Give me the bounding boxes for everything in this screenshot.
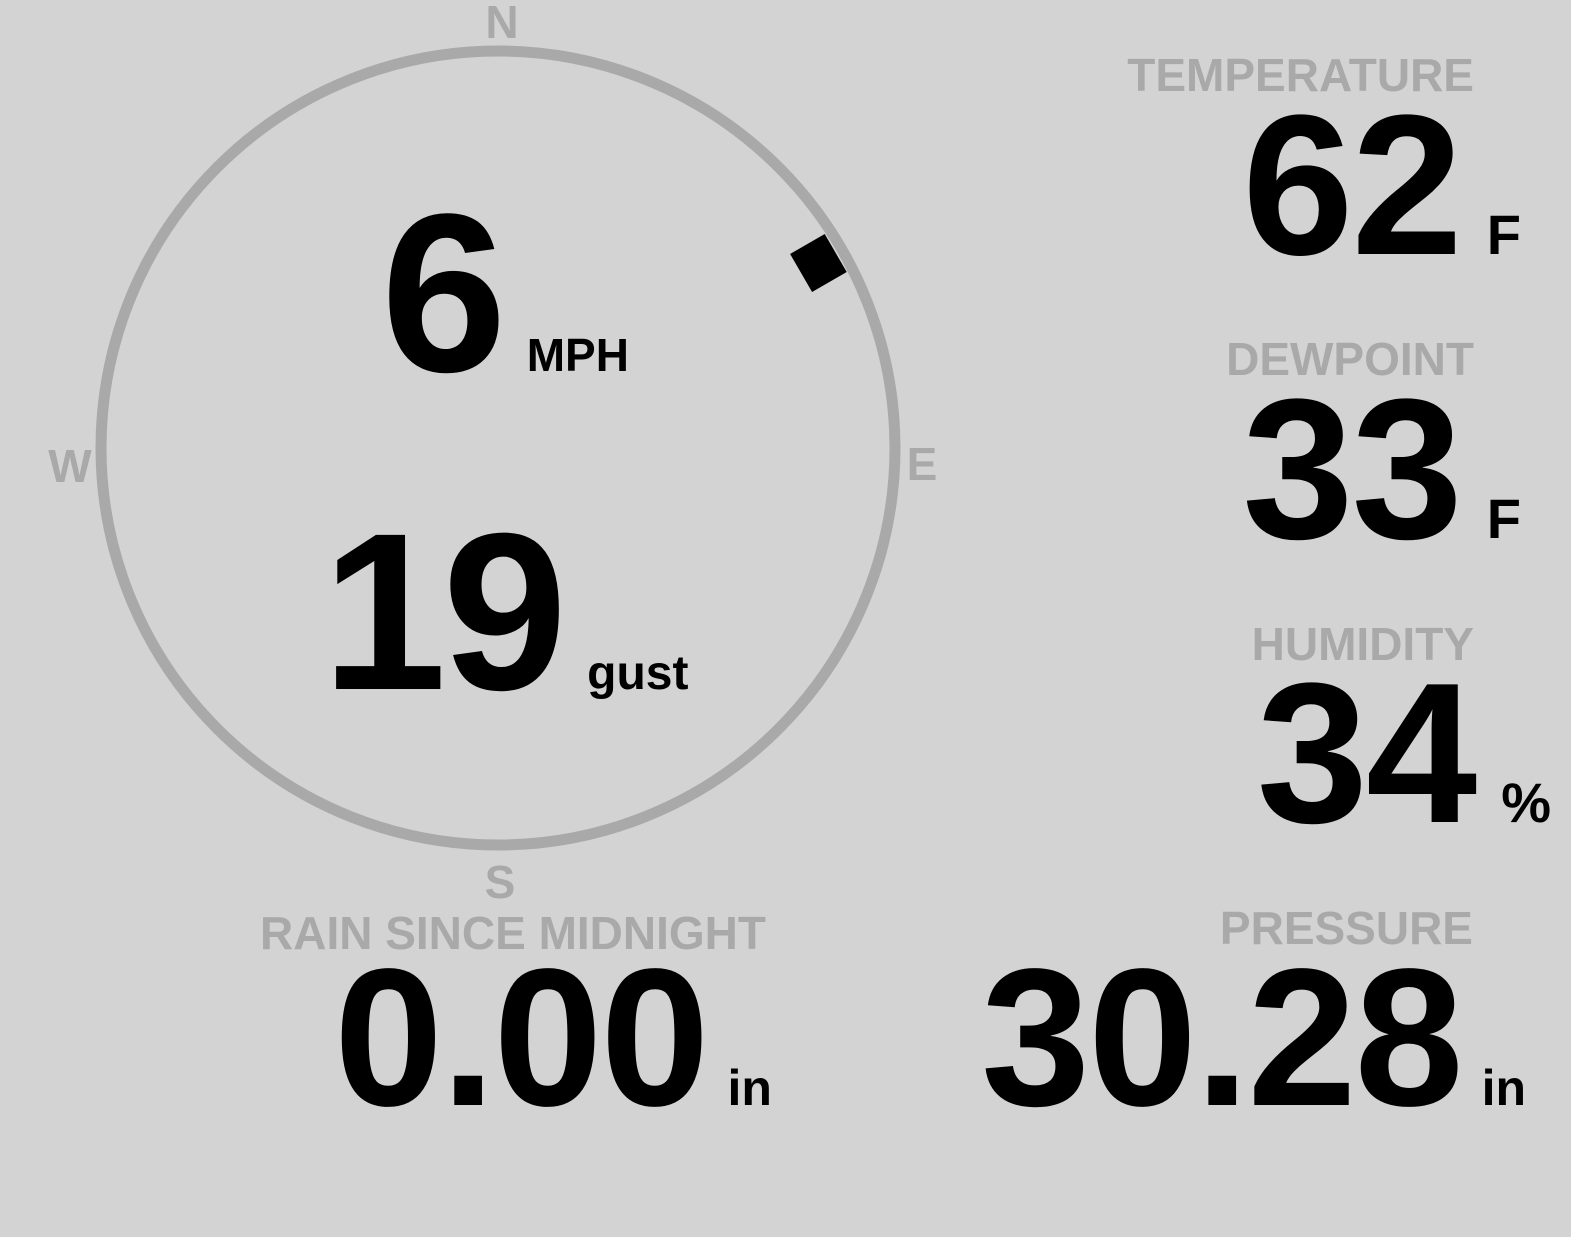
wind-speed-unit: MPH xyxy=(526,329,629,381)
compass-west: W xyxy=(48,440,92,492)
compass-east: E xyxy=(906,438,938,490)
pressure-label: PRESSURE xyxy=(1219,902,1473,954)
humidity-value: 34 xyxy=(1256,642,1477,865)
humidity-label: HUMIDITY xyxy=(1251,618,1474,670)
pressure: 30.28 in xyxy=(981,940,1526,1136)
dewpoint-unit: F xyxy=(1486,487,1521,550)
compass-ring xyxy=(95,45,901,851)
dewpoint-label: DEWPOINT xyxy=(1226,333,1474,385)
humidity-unit: % xyxy=(1501,771,1551,834)
humidity: 34 % xyxy=(1257,654,1551,854)
rain-value: 0.00 xyxy=(334,928,709,1147)
wind-gust-unit: gust xyxy=(587,647,689,700)
dewpoint: 33 F xyxy=(1242,370,1521,570)
temperature-value: 62 xyxy=(1242,74,1462,297)
wind-direction-marker xyxy=(790,233,847,293)
rain-unit: in xyxy=(727,1060,772,1116)
pressure-value: 30.28 xyxy=(981,928,1463,1147)
pressure-unit: in xyxy=(1481,1060,1526,1116)
temperature-label: TEMPERATURE xyxy=(1127,49,1474,101)
rain: 0.00 in xyxy=(334,940,772,1136)
wind-gust: 19 gust xyxy=(322,500,688,724)
wind-gust-value: 19 xyxy=(322,487,567,737)
compass-north: N xyxy=(485,0,519,48)
rain-label: RAIN SINCE MIDNIGHT xyxy=(260,907,766,959)
compass-south: S xyxy=(484,856,516,908)
wind-speed-value: 6 xyxy=(381,166,507,419)
temperature: 62 F xyxy=(1242,86,1521,286)
temperature-unit: F xyxy=(1486,203,1521,266)
wind-speed: 6 MPH xyxy=(381,180,629,406)
dewpoint-value: 33 xyxy=(1242,358,1462,581)
